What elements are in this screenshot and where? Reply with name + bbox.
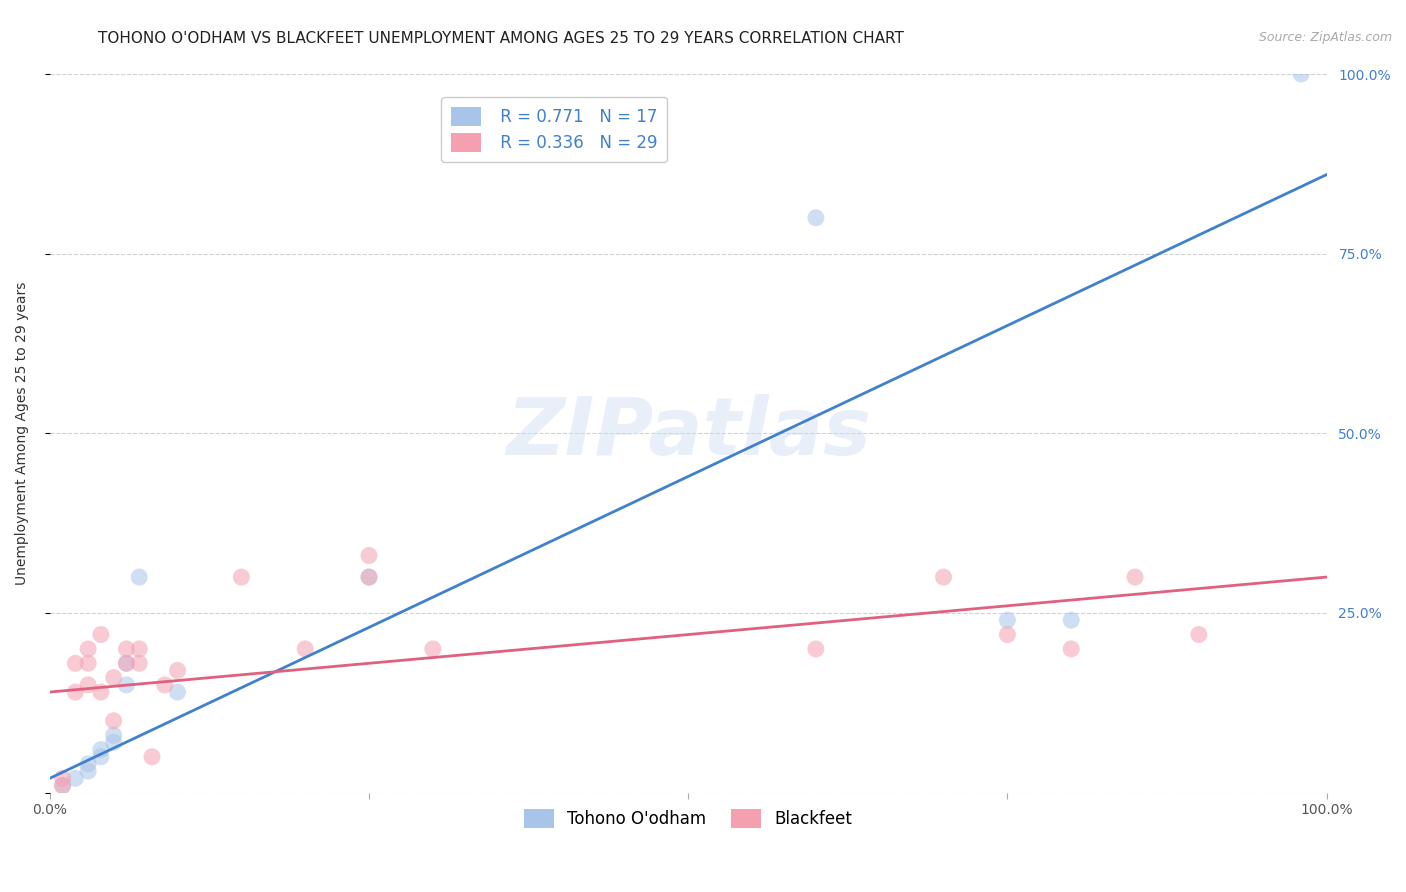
Point	[153, 678, 176, 692]
Point	[166, 685, 188, 699]
Point	[1060, 641, 1083, 656]
Point	[90, 749, 112, 764]
Point	[65, 772, 87, 786]
Point	[115, 641, 138, 656]
Point	[77, 764, 100, 778]
Point	[804, 641, 827, 656]
Point	[231, 570, 253, 584]
Point	[115, 657, 138, 671]
Point	[103, 735, 125, 749]
Point	[77, 678, 100, 692]
Point	[103, 671, 125, 685]
Text: Source: ZipAtlas.com: Source: ZipAtlas.com	[1258, 31, 1392, 45]
Point	[1060, 613, 1083, 627]
Point	[128, 570, 150, 584]
Point	[294, 641, 316, 656]
Point	[995, 613, 1018, 627]
Point	[77, 641, 100, 656]
Point	[128, 657, 150, 671]
Text: TOHONO O'ODHAM VS BLACKFEET UNEMPLOYMENT AMONG AGES 25 TO 29 YEARS CORRELATION C: TOHONO O'ODHAM VS BLACKFEET UNEMPLOYMENT…	[98, 31, 904, 46]
Point	[995, 627, 1018, 641]
Point	[115, 657, 138, 671]
Point	[65, 685, 87, 699]
Point	[1289, 67, 1312, 81]
Point	[52, 772, 75, 786]
Point	[90, 685, 112, 699]
Point	[90, 742, 112, 756]
Point	[77, 756, 100, 771]
Point	[128, 641, 150, 656]
Text: ZIPatlas: ZIPatlas	[506, 394, 870, 473]
Point	[103, 728, 125, 742]
Point	[357, 570, 380, 584]
Point	[357, 549, 380, 563]
Legend: Tohono O'odham, Blackfeet: Tohono O'odham, Blackfeet	[517, 802, 859, 835]
Point	[422, 641, 444, 656]
Point	[90, 627, 112, 641]
Point	[52, 779, 75, 793]
Point	[932, 570, 955, 584]
Point	[166, 664, 188, 678]
Point	[77, 657, 100, 671]
Point	[65, 657, 87, 671]
Point	[52, 779, 75, 793]
Point	[115, 678, 138, 692]
Point	[1188, 627, 1211, 641]
Point	[1123, 570, 1146, 584]
Point	[357, 570, 380, 584]
Point	[103, 714, 125, 728]
Point	[141, 749, 163, 764]
Point	[804, 211, 827, 225]
Y-axis label: Unemployment Among Ages 25 to 29 years: Unemployment Among Ages 25 to 29 years	[15, 282, 30, 585]
